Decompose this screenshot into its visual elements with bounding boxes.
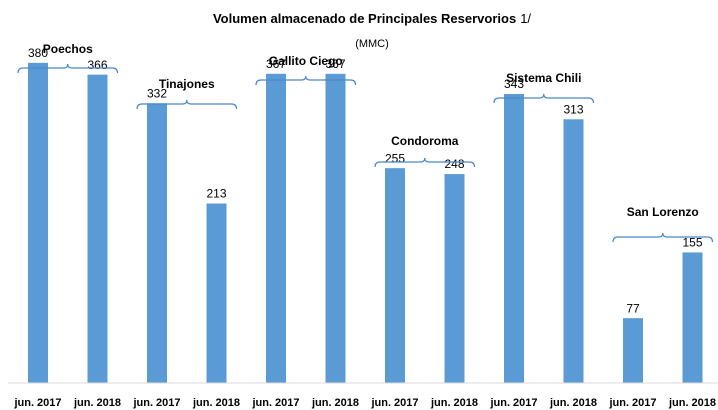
bar [147, 103, 167, 383]
group-brace [612, 232, 714, 243]
group-label: San Lorenzo [627, 205, 699, 219]
value-label: 77 [626, 301, 640, 315]
bar [504, 94, 524, 384]
value-label: 332 [147, 86, 167, 100]
group-brace [255, 75, 357, 86]
bar [444, 174, 465, 383]
x-tick-label: jun. 2017 [489, 397, 537, 409]
x-tick-label: jun. 2017 [132, 397, 180, 409]
x-tick-label: jun. 2017 [251, 397, 299, 409]
group-label: Tinajones [159, 77, 215, 91]
value-label: 380 [28, 46, 48, 60]
group-label: Poechos [43, 42, 93, 56]
title-note: 1/ [520, 11, 531, 26]
x-tick-label: jun. 2018 [430, 397, 478, 409]
chart-title: Volumen almacenado de Principales Reserv… [213, 11, 516, 26]
chart-title-group: Volumen almacenado de Principales Reserv… [213, 11, 531, 26]
value-label: 155 [682, 236, 702, 250]
group-label: Gallito Ciego [269, 54, 343, 68]
bar [623, 318, 643, 383]
bar [206, 203, 227, 383]
value-label: 213 [206, 187, 226, 201]
value-label: 248 [444, 157, 464, 171]
bar [28, 62, 48, 383]
value-label: 366 [87, 58, 107, 72]
x-tick-label: jun. 2017 [608, 397, 656, 409]
value-label: 367 [266, 57, 286, 71]
x-tick-label: jun. 2018 [311, 397, 359, 409]
bar [266, 73, 286, 384]
group-label: Condoroma [391, 134, 459, 148]
bar [87, 74, 108, 384]
value-label: 313 [563, 102, 583, 116]
x-tick-label: jun. 2017 [13, 397, 61, 409]
group-brace [136, 99, 238, 110]
x-tick-label: jun. 2018 [192, 397, 240, 409]
chart-subtitle: (MMC) [355, 38, 389, 50]
bar [385, 168, 405, 383]
value-label: 255 [385, 151, 405, 165]
group-label: Sistema Chili [506, 71, 581, 85]
group-brace [17, 63, 119, 74]
x-tick-label: jun. 2017 [370, 397, 418, 409]
x-tick-label: jun. 2018 [549, 397, 597, 409]
group-brace [493, 93, 595, 104]
x-tick-label: jun. 2018 [73, 397, 121, 409]
bar [325, 73, 346, 384]
value-label: 343 [504, 77, 524, 91]
bar [563, 119, 584, 384]
group-brace [374, 157, 476, 168]
value-label: 367 [325, 57, 345, 71]
bar [682, 252, 703, 383]
x-tick-label: jun. 2018 [668, 397, 716, 409]
